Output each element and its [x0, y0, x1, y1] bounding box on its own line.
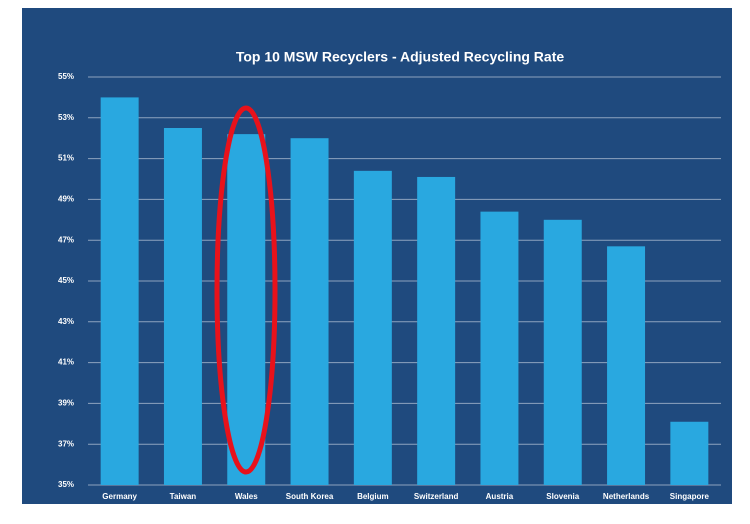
y-tick-label: 53%: [58, 113, 74, 122]
y-tick-label: 45%: [58, 276, 74, 285]
x-tick-label: Taiwan: [170, 492, 197, 501]
chart-title: Top 10 MSW Recyclers - Adjusted Recyclin…: [236, 49, 565, 65]
x-tick-label: Austria: [486, 492, 514, 501]
y-tick-label: 35%: [58, 480, 74, 489]
bar: [163, 128, 202, 485]
highlight-ellipse: [214, 105, 278, 475]
bar: [480, 211, 519, 485]
x-tick-label: Switzerland: [414, 492, 459, 501]
y-tick-label: 41%: [58, 358, 74, 367]
x-tick-label: South Korea: [286, 492, 334, 501]
x-tick-label: Wales: [235, 492, 258, 501]
bar: [290, 138, 329, 485]
y-tick-label: 43%: [58, 317, 74, 326]
plot: 35% 37% 39% 41% 43% 45% 47% 49% 51% 53% 55% Germany…: [58, 72, 721, 501]
bar: [353, 170, 392, 485]
y-tick-label: 47%: [58, 235, 74, 244]
x-tick-label: Slovenia: [546, 492, 579, 501]
x-tick-label: Belgium: [357, 492, 389, 501]
bar: [417, 176, 456, 485]
x-tick-label: Germany: [102, 492, 137, 501]
y-tick-label: 49%: [58, 195, 74, 204]
y-tick-label: 37%: [58, 439, 74, 448]
y-tick-label: 51%: [58, 154, 74, 163]
x-tick-label: Netherlands: [603, 492, 650, 501]
bar: [607, 246, 646, 485]
x-tick-label: Singapore: [670, 492, 710, 501]
bar: [543, 219, 582, 486]
bar: [670, 421, 709, 485]
bar: [227, 134, 266, 485]
bar: [100, 97, 139, 486]
y-tick-label: 39%: [58, 399, 74, 408]
y-tick-label: 55%: [58, 72, 74, 81]
